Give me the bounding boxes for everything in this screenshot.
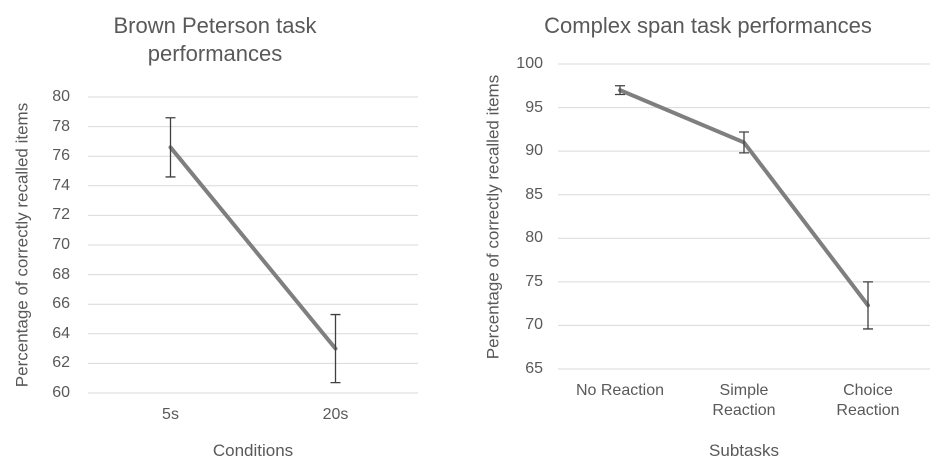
y-tick-label: 72 — [52, 206, 70, 224]
line — [168, 145, 338, 351]
chart-title: Brown Peterson task performances — [113, 13, 317, 66]
error-bar — [165, 117, 176, 178]
chart-title: Complex span task performances — [544, 13, 872, 38]
x-axis-label: Subtasks — [709, 441, 779, 460]
x-tick-label: 20s — [322, 406, 349, 423]
x-tick-label: Simple Reaction — [712, 382, 776, 419]
x-tick-label: Choice Reaction — [836, 382, 900, 419]
error-bar — [330, 313, 341, 384]
y-tick-label: 70 — [52, 236, 70, 253]
y-tick-label: 62 — [52, 354, 70, 372]
y-tick-label: 90 — [525, 142, 543, 160]
y-tick-label: 70 — [525, 316, 543, 334]
y-tick-label: 78 — [52, 117, 70, 135]
error-bar — [863, 281, 873, 330]
y-axis-label: Percentage of correctly recalled items — [483, 74, 503, 359]
y-tick-label: 80 — [525, 229, 543, 247]
y-tick-label: 68 — [52, 265, 70, 283]
y-tick-label: 75 — [525, 272, 543, 290]
y-tick-label: 64 — [52, 324, 70, 342]
error-bar — [739, 131, 749, 154]
line — [618, 88, 870, 308]
y-tick-label: 60 — [52, 384, 70, 401]
y-axis-label: Percentage of correctly recalled items — [12, 102, 32, 388]
error-bar — [615, 85, 625, 96]
y-tick-label: 74 — [52, 176, 70, 194]
x-axis-label: Conditions — [212, 441, 294, 460]
y-tick-label: 76 — [52, 147, 70, 165]
y-tick-label: 80 — [52, 88, 70, 105]
y-tick-label: 100 — [516, 55, 543, 72]
y-tick-label: 95 — [525, 98, 543, 116]
y-tick-label: 65 — [525, 360, 543, 377]
x-tick-label: No Reaction — [575, 382, 665, 399]
y-tick-label: 85 — [525, 185, 543, 203]
y-tick-label: 66 — [52, 295, 70, 313]
x-tick-label: 5s — [162, 406, 179, 423]
